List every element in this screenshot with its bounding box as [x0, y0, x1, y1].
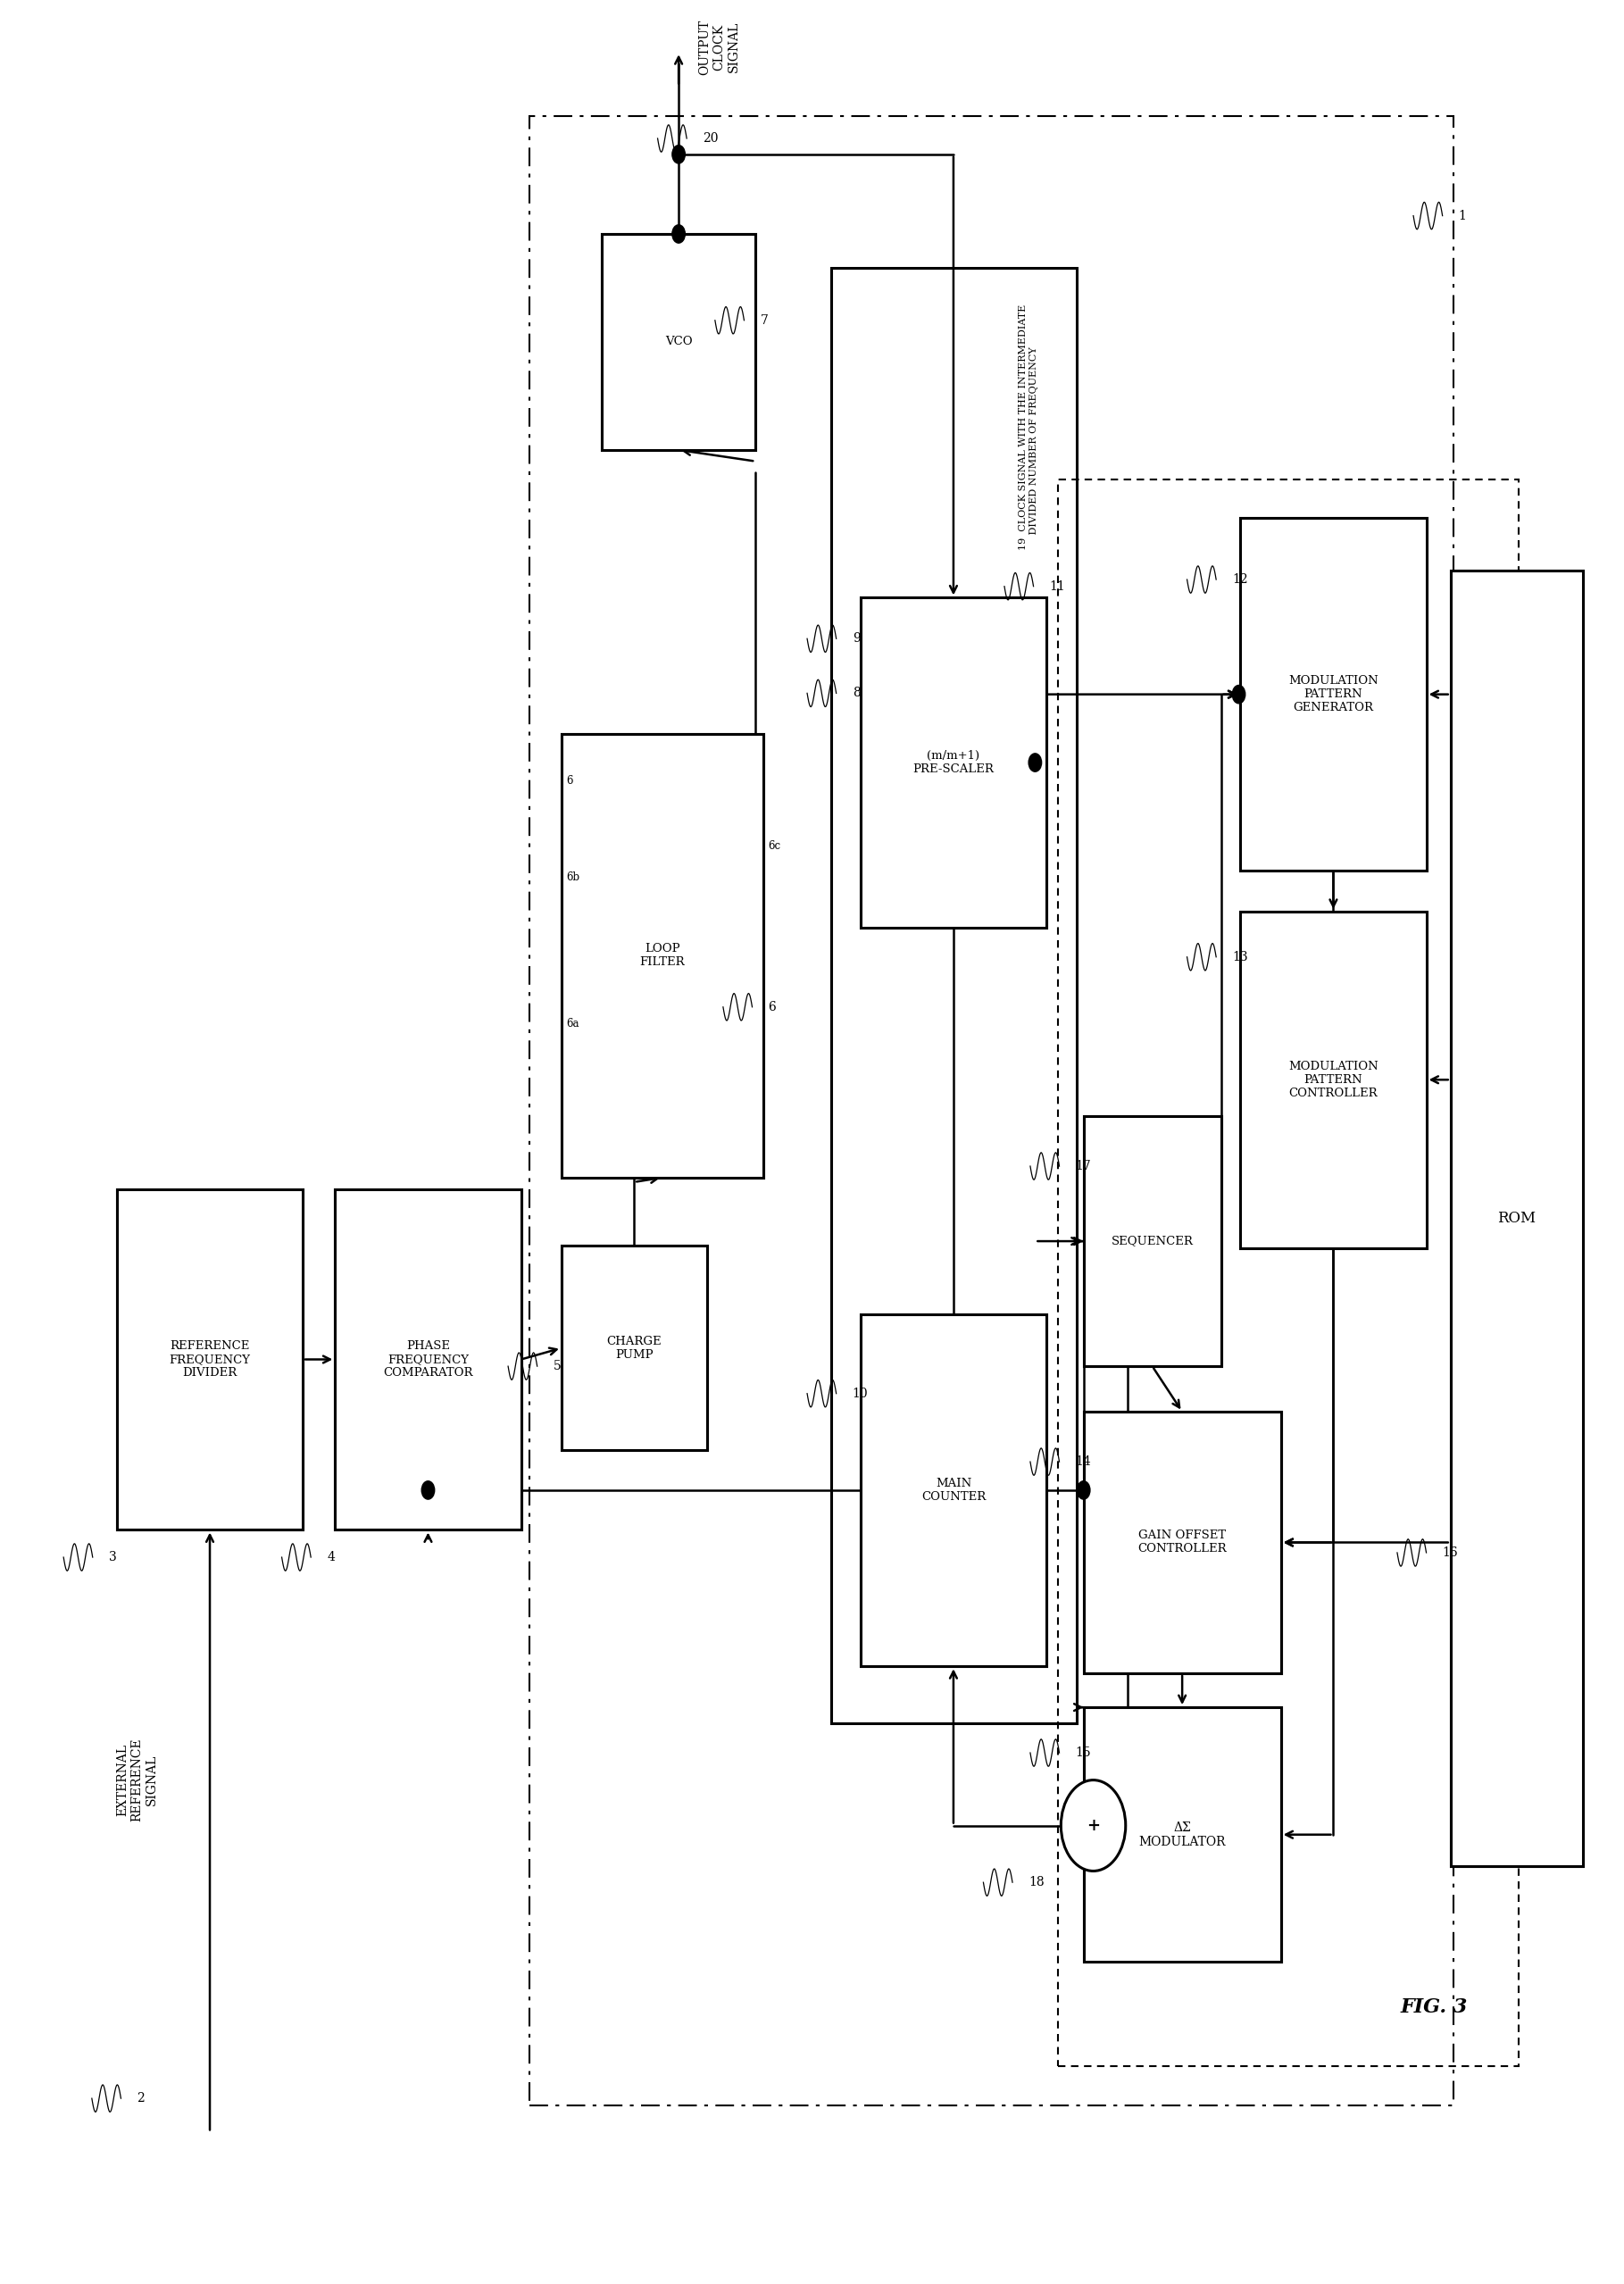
Bar	[831, 267, 1077, 1722]
Text: CHARGE
PUMP: CHARGE PUMP	[607, 1336, 661, 1361]
Bar	[1450, 571, 1583, 1866]
Text: LOOP
FILTER: LOOP FILTER	[640, 943, 685, 968]
Text: 6: 6	[567, 774, 573, 788]
Bar	[117, 1190, 302, 1530]
Bar	[562, 733, 763, 1179]
Text: 4: 4	[326, 1551, 335, 1565]
Bar	[335, 1190, 521, 1530]
Text: SEQUENCER: SEQUENCER	[1111, 1236, 1194, 1247]
Text: 16: 16	[1442, 1546, 1458, 1560]
Bar	[562, 1245, 706, 1450]
Text: GAIN OFFSET
CONTROLLER: GAIN OFFSET CONTROLLER	[1138, 1530, 1226, 1555]
Text: (m/m+1)
PRE-SCALER: (m/m+1) PRE-SCALER	[913, 749, 994, 774]
Bar	[1241, 518, 1426, 870]
Text: ROM: ROM	[1497, 1211, 1536, 1227]
Bar	[335, 1190, 521, 1530]
Text: ROM: ROM	[1497, 1211, 1536, 1227]
Text: CHARGE
PUMP: CHARGE PUMP	[607, 1336, 661, 1361]
Circle shape	[1233, 685, 1246, 703]
Text: REFERENCE
FREQUENCY
DIVIDER: REFERENCE FREQUENCY DIVIDER	[169, 1341, 250, 1380]
Text: 2: 2	[136, 2092, 145, 2104]
Bar	[861, 598, 1046, 927]
Bar	[1083, 1412, 1281, 1674]
Text: 20: 20	[703, 132, 718, 144]
Text: PHASE
FREQUENCY
COMPARATOR: PHASE FREQUENCY COMPARATOR	[383, 1341, 473, 1380]
Text: 7: 7	[760, 315, 768, 327]
Text: VCO: VCO	[664, 336, 692, 347]
Text: 3: 3	[109, 1551, 117, 1565]
Circle shape	[750, 1016, 760, 1030]
Circle shape	[1077, 1480, 1090, 1498]
Text: ΔΣ
MODULATOR: ΔΣ MODULATOR	[1138, 1820, 1226, 1848]
Bar	[1057, 480, 1518, 2067]
Text: MODULATION
PATTERN
CONTROLLER: MODULATION PATTERN CONTROLLER	[1288, 1060, 1379, 1099]
Bar	[861, 1313, 1046, 1667]
Text: REFERENCE
FREQUENCY
DIVIDER: REFERENCE FREQUENCY DIVIDER	[169, 1341, 250, 1380]
Text: OUTPUT
CLOCK
SIGNAL: OUTPUT CLOCK SIGNAL	[698, 18, 741, 75]
Circle shape	[1060, 1779, 1125, 1871]
Circle shape	[750, 870, 760, 884]
Text: 12: 12	[1233, 573, 1247, 585]
Text: MAIN
COUNTER: MAIN COUNTER	[921, 1478, 986, 1503]
Text: MODULATION
PATTERN
GENERATOR: MODULATION PATTERN GENERATOR	[1288, 676, 1379, 713]
Bar	[1083, 1412, 1281, 1674]
Text: 11: 11	[1049, 580, 1065, 592]
Bar	[1241, 911, 1426, 1247]
Text: MODULATION
PATTERN
CONTROLLER: MODULATION PATTERN CONTROLLER	[1288, 1060, 1379, 1099]
Circle shape	[422, 1480, 435, 1498]
Text: 9: 9	[853, 633, 861, 644]
Bar	[861, 1313, 1046, 1667]
Text: 1: 1	[1458, 210, 1466, 222]
Text: (m/m+1)
PRE-SCALER: (m/m+1) PRE-SCALER	[913, 749, 994, 774]
Text: PHASE
FREQUENCY
COMPARATOR: PHASE FREQUENCY COMPARATOR	[383, 1341, 473, 1380]
Text: EXTERNAL
REFERENCE
SIGNAL: EXTERNAL REFERENCE SIGNAL	[117, 1738, 158, 1823]
Text: 6c: 6c	[768, 841, 781, 852]
Bar	[1241, 911, 1426, 1247]
Bar	[562, 1245, 706, 1450]
Text: FIG. 3: FIG. 3	[1402, 1998, 1468, 2017]
Bar	[117, 1190, 302, 1530]
Circle shape	[672, 146, 685, 164]
Bar	[603, 233, 755, 450]
Bar	[1083, 1117, 1221, 1366]
Bar	[1083, 1708, 1281, 1962]
Bar	[603, 233, 755, 450]
Text: 17: 17	[1075, 1160, 1091, 1172]
Text: 6b: 6b	[567, 872, 580, 884]
Text: 5: 5	[554, 1359, 562, 1373]
Text: GAIN OFFSET
CONTROLLER: GAIN OFFSET CONTROLLER	[1138, 1530, 1226, 1555]
Text: 13: 13	[1233, 950, 1247, 964]
Bar	[1450, 571, 1583, 1866]
Circle shape	[672, 224, 685, 242]
Text: MODULATION
PATTERN
GENERATOR: MODULATION PATTERN GENERATOR	[1288, 676, 1379, 713]
Text: 6a: 6a	[567, 1019, 580, 1030]
Bar	[1083, 1117, 1221, 1366]
Text: 18: 18	[1028, 1875, 1044, 1889]
Bar	[1241, 518, 1426, 870]
Text: +: +	[1086, 1818, 1099, 1834]
Text: 19  CLOCK SIGNAL WITH THE INTERMEDIATE
     DIVIDED NUMBER OF FREQUENCY: 19 CLOCK SIGNAL WITH THE INTERMEDIATE DI…	[1018, 304, 1038, 550]
Circle shape	[1028, 754, 1041, 772]
Text: 15: 15	[1075, 1747, 1091, 1759]
Text: 14: 14	[1075, 1455, 1091, 1469]
Text: 8: 8	[853, 687, 861, 699]
Text: ΔΣ
MODULATOR: ΔΣ MODULATOR	[1138, 1820, 1226, 1848]
Bar	[529, 116, 1453, 2106]
Bar	[562, 733, 763, 1179]
Text: MAIN
COUNTER: MAIN COUNTER	[921, 1478, 986, 1503]
Text: SEQUENCER: SEQUENCER	[1111, 1236, 1194, 1247]
Text: LOOP
FILTER: LOOP FILTER	[640, 943, 685, 968]
Bar	[1083, 1708, 1281, 1962]
Text: 10: 10	[853, 1386, 869, 1400]
Text: 6: 6	[768, 1000, 776, 1014]
Text: VCO: VCO	[664, 336, 692, 347]
Bar	[861, 598, 1046, 927]
